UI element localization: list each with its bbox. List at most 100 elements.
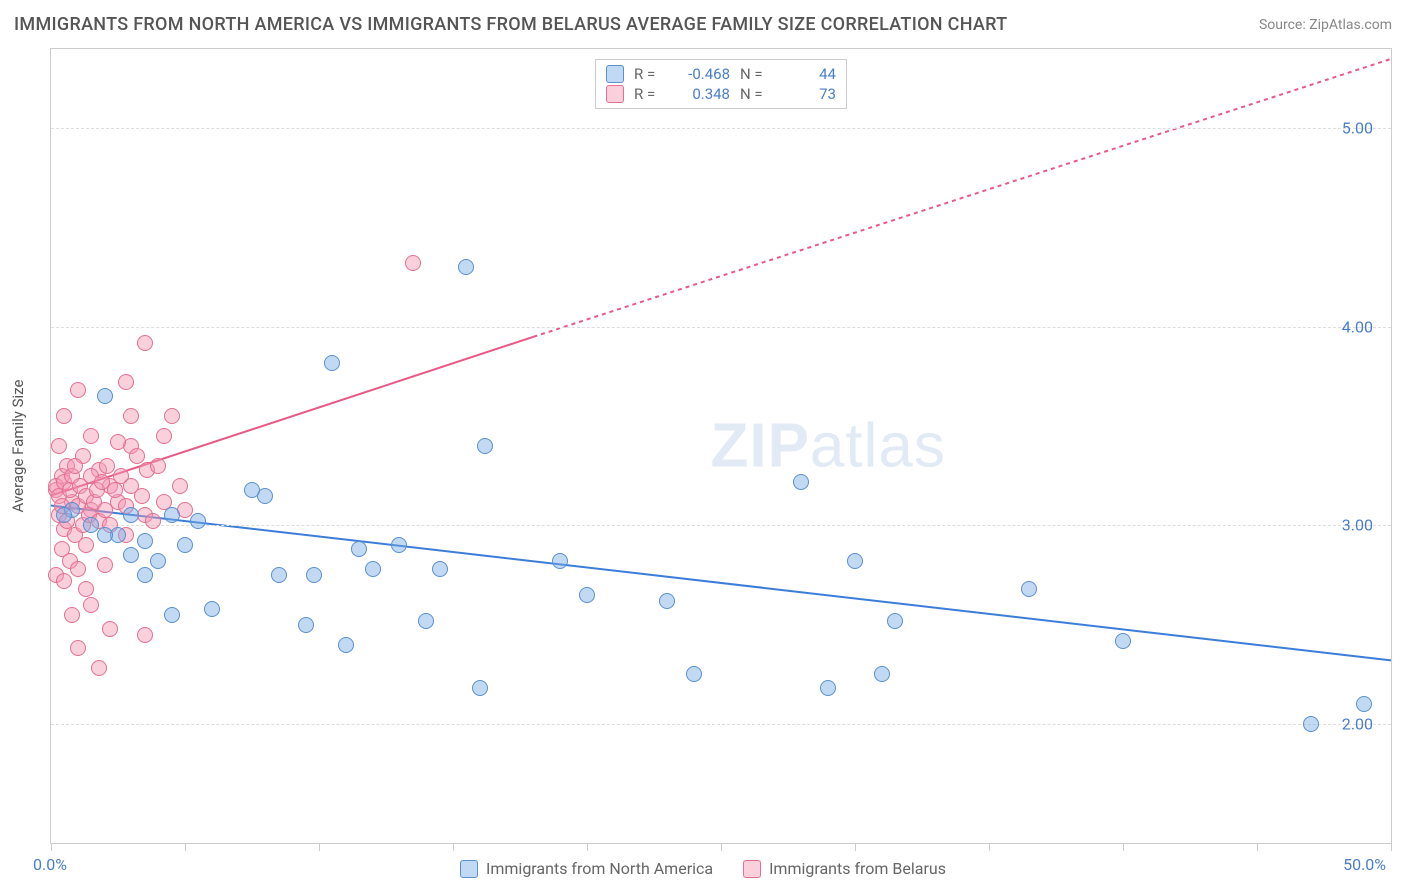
- x-axis-max-label: 50.0%: [1343, 855, 1386, 874]
- data-point: [820, 680, 836, 696]
- data-point: [83, 517, 99, 533]
- legend-row-blue: R = -0.468 N = 44: [606, 64, 836, 84]
- data-point: [659, 593, 675, 609]
- data-point: [97, 557, 113, 573]
- data-point: [164, 607, 180, 623]
- data-point: [1021, 581, 1037, 597]
- data-point: [137, 533, 153, 549]
- gridline: [51, 128, 1391, 129]
- data-point: [78, 537, 94, 553]
- watermark-bold: ZIP: [710, 412, 809, 481]
- data-point: [145, 513, 161, 529]
- data-point: [472, 680, 488, 696]
- data-point: [552, 553, 568, 569]
- data-point: [129, 448, 145, 464]
- legend-item-pink: Immigrants from Belarus: [743, 859, 946, 878]
- data-point: [56, 573, 72, 589]
- data-point: [102, 621, 118, 637]
- data-point: [56, 408, 72, 424]
- data-point: [477, 438, 493, 454]
- swatch-blue-2: [460, 860, 478, 878]
- stat-n-blue: 44: [778, 65, 836, 83]
- data-point: [874, 666, 890, 682]
- chart-plot-area: ZIPatlas R = -0.468 N = 44 R = 0.348 N =…: [50, 48, 1392, 844]
- x-tick: [1123, 843, 1124, 851]
- data-point: [83, 597, 99, 613]
- data-point: [150, 553, 166, 569]
- data-point: [847, 553, 863, 569]
- data-point: [271, 567, 287, 583]
- data-point: [123, 408, 139, 424]
- data-point: [78, 581, 94, 597]
- data-point: [365, 561, 381, 577]
- chart-header: IMMIGRANTS FROM NORTH AMERICA VS IMMIGRA…: [14, 14, 1392, 35]
- data-point: [458, 259, 474, 275]
- stat-n-label: N =: [740, 65, 768, 83]
- data-point: [887, 613, 903, 629]
- data-point: [1115, 633, 1131, 649]
- data-point: [56, 507, 72, 523]
- data-point: [107, 482, 123, 498]
- stat-r-pink: 0.348: [672, 85, 730, 103]
- y-tick-label: 3.00: [1342, 516, 1373, 535]
- data-point: [64, 607, 80, 623]
- data-point: [351, 541, 367, 557]
- gridline: [51, 327, 1391, 328]
- watermark-rest: atlas: [810, 412, 946, 481]
- x-tick: [989, 843, 990, 851]
- data-point: [134, 488, 150, 504]
- data-point: [97, 502, 113, 518]
- stat-n-pink: 73: [778, 85, 836, 103]
- gridline: [51, 525, 1391, 526]
- legend-label-pink: Immigrants from Belarus: [769, 859, 946, 878]
- legend-item-blue: Immigrants from North America: [460, 859, 713, 878]
- data-point: [306, 567, 322, 583]
- data-point: [97, 388, 113, 404]
- data-point: [164, 408, 180, 424]
- data-point: [204, 601, 220, 617]
- correlation-legend: R = -0.468 N = 44 R = 0.348 N = 73: [595, 59, 847, 109]
- data-point: [137, 335, 153, 351]
- swatch-pink-2: [743, 860, 761, 878]
- data-point: [70, 382, 86, 398]
- data-point: [579, 587, 595, 603]
- data-point: [70, 640, 86, 656]
- x-tick: [185, 843, 186, 851]
- y-tick-label: 5.00: [1342, 119, 1373, 138]
- swatch-pink: [606, 85, 624, 103]
- x-tick: [1257, 843, 1258, 851]
- stat-r-blue: -0.468: [672, 65, 730, 83]
- chart-title: IMMIGRANTS FROM NORTH AMERICA VS IMMIGRA…: [14, 14, 1007, 35]
- data-point: [324, 355, 340, 371]
- data-point: [1303, 716, 1319, 732]
- stat-r-label-2: R =: [634, 85, 662, 103]
- data-point: [70, 561, 86, 577]
- data-point: [190, 513, 206, 529]
- series-legend: Immigrants from North America Immigrants…: [460, 859, 946, 878]
- stat-r-label: R =: [634, 65, 662, 83]
- x-tick: [855, 843, 856, 851]
- legend-label-blue: Immigrants from North America: [486, 859, 713, 878]
- x-tick: [319, 843, 320, 851]
- y-axis-label: Average Family Size: [9, 380, 27, 513]
- x-tick: [453, 843, 454, 851]
- chart-source: Source: ZipAtlas.com: [1259, 17, 1392, 33]
- data-point: [137, 627, 153, 643]
- data-point: [164, 507, 180, 523]
- data-point: [110, 434, 126, 450]
- x-axis-min-label: 0.0%: [33, 855, 67, 874]
- data-point: [298, 617, 314, 633]
- data-point: [432, 561, 448, 577]
- data-point: [137, 567, 153, 583]
- data-point: [338, 637, 354, 653]
- y-tick-label: 4.00: [1342, 317, 1373, 336]
- data-point: [244, 482, 260, 498]
- x-tick: [51, 843, 52, 851]
- data-point: [123, 507, 139, 523]
- data-point: [83, 428, 99, 444]
- legend-row-pink: R = 0.348 N = 73: [606, 84, 836, 104]
- data-point: [118, 374, 134, 390]
- data-point: [793, 474, 809, 490]
- data-point: [67, 458, 83, 474]
- data-point: [156, 428, 172, 444]
